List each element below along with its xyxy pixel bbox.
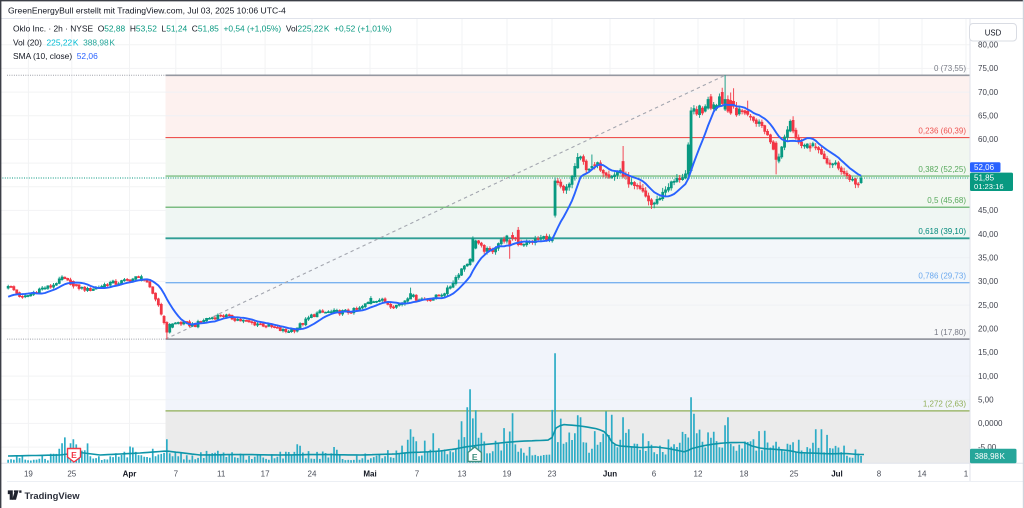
svg-text:SMA (10, close) 52,06: SMA (10, close) 52,06	[13, 51, 98, 61]
svg-text:12: 12	[694, 470, 703, 479]
svg-text:0,236 (60,39): 0,236 (60,39)	[918, 126, 966, 135]
svg-text:80,00: 80,00	[978, 41, 999, 50]
svg-text:Oklo Inc. · 2h · NYSE O52,88: Oklo Inc. · 2h · NYSE O52,88 H53,52 L51,…	[13, 24, 392, 34]
svg-text:25: 25	[790, 470, 799, 479]
svg-text:8: 8	[877, 470, 882, 479]
svg-text:5,00: 5,00	[978, 396, 994, 405]
svg-text:0,382 (52,25): 0,382 (52,25)	[918, 165, 966, 174]
svg-text:52,06: 52,06	[974, 163, 995, 172]
svg-text:25: 25	[67, 470, 76, 479]
svg-text:7: 7	[415, 470, 420, 479]
svg-text:70,00: 70,00	[978, 88, 999, 97]
svg-text:0,618 (39,10): 0,618 (39,10)	[918, 227, 966, 236]
svg-text:30,00: 30,00	[978, 277, 999, 286]
svg-text:0,0000: 0,0000	[978, 419, 1003, 428]
svg-text:17: 17	[261, 470, 270, 479]
svg-text:1: 1	[964, 470, 969, 479]
svg-text:35,00: 35,00	[978, 254, 999, 263]
svg-text:0,786 (29,73): 0,786 (29,73)	[918, 272, 966, 281]
svg-text:65,00: 65,00	[978, 112, 999, 121]
svg-text:19: 19	[503, 470, 512, 479]
svg-text:1,272 (2,63): 1,272 (2,63)	[923, 400, 966, 409]
svg-text:Apr: Apr	[123, 470, 137, 479]
svg-text:01:23:16: 01:23:16	[974, 182, 1004, 191]
svg-text:18: 18	[740, 470, 749, 479]
svg-text:1 (17,80): 1 (17,80)	[934, 328, 966, 337]
svg-text:24: 24	[308, 470, 317, 479]
svg-text:-5,00: -5,00	[978, 443, 997, 452]
svg-text:60,00: 60,00	[978, 135, 999, 144]
svg-text:45,00: 45,00	[978, 206, 999, 215]
svg-text:7: 7	[174, 470, 179, 479]
svg-text:15,00: 15,00	[978, 348, 999, 357]
svg-text:11: 11	[217, 470, 226, 479]
svg-text:Jun: Jun	[603, 470, 617, 479]
svg-text:Mai: Mai	[363, 470, 376, 479]
svg-text:GreenEnergyBull erstellt mit T: GreenEnergyBull erstellt mit TradingView…	[8, 6, 286, 16]
svg-text:USD: USD	[985, 28, 1002, 37]
svg-text:23: 23	[548, 470, 557, 479]
svg-text:19: 19	[24, 470, 33, 479]
svg-text:E: E	[71, 450, 77, 460]
svg-text:0,5 (45,68): 0,5 (45,68)	[927, 196, 966, 205]
svg-text:14: 14	[918, 470, 927, 479]
svg-text:25,00: 25,00	[978, 301, 999, 310]
svg-text:E: E	[472, 452, 478, 462]
svg-text:Vol (20) 225,22 K 388,98 K: Vol (20) 225,22 K 388,98 K	[13, 38, 115, 48]
svg-text:6: 6	[652, 470, 657, 479]
svg-text:51,85: 51,85	[974, 173, 995, 182]
svg-text:0 (73,55): 0 (73,55)	[934, 64, 966, 73]
svg-text:TradingView: TradingView	[25, 490, 81, 501]
svg-text:20,00: 20,00	[978, 325, 999, 334]
svg-text:10,00: 10,00	[978, 372, 999, 381]
svg-text:388,98 K: 388,98 K	[975, 452, 1006, 461]
svg-text:75,00: 75,00	[978, 64, 999, 73]
svg-text:Jul: Jul	[831, 470, 843, 479]
svg-text:40,00: 40,00	[978, 230, 999, 239]
svg-text:13: 13	[458, 470, 467, 479]
